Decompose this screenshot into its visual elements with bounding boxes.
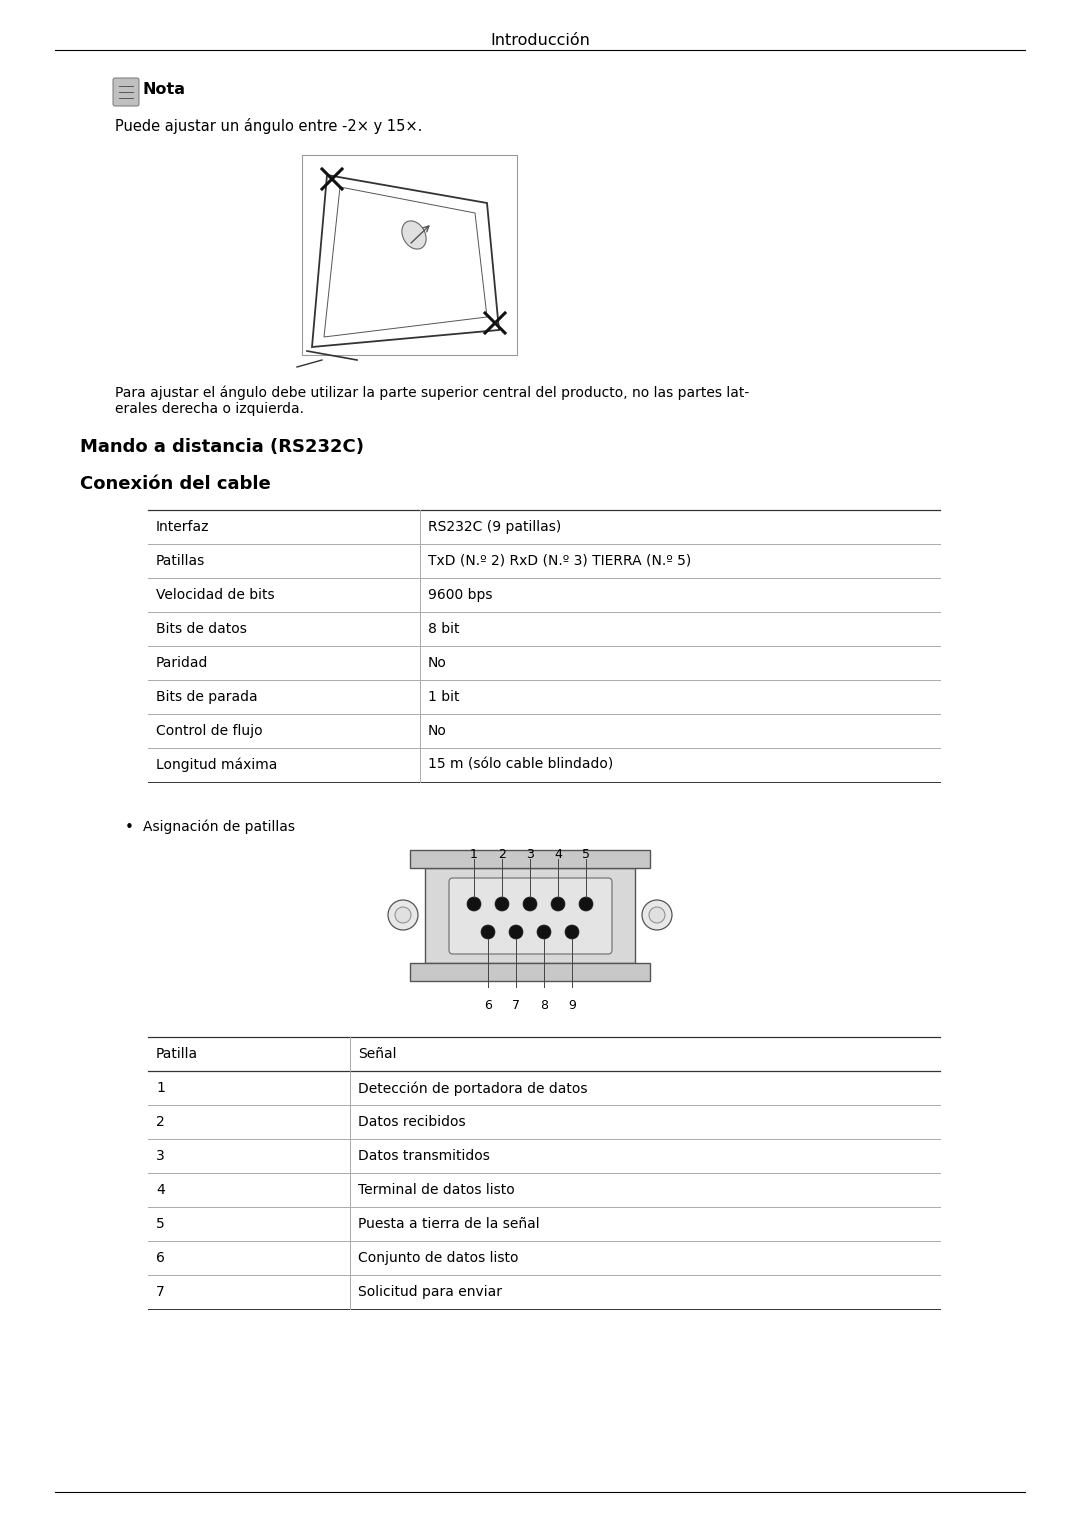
Bar (426, 867, 635, 964)
Text: 1: 1 (470, 847, 478, 861)
Circle shape (642, 899, 672, 930)
Text: 6: 6 (484, 999, 491, 1012)
Text: Patillas: Patillas (156, 554, 205, 568)
Text: Datos recibidos: Datos recibidos (357, 1115, 465, 1128)
Text: Control de flujo: Control de flujo (156, 724, 262, 738)
Text: 4: 4 (156, 1183, 165, 1197)
Text: 3: 3 (526, 847, 534, 861)
Text: Puede ajustar un ángulo entre -2× y 15×.: Puede ajustar un ángulo entre -2× y 15×. (114, 118, 422, 134)
Text: 7: 7 (512, 999, 519, 1012)
Text: No: No (428, 724, 447, 738)
Text: Interfaz: Interfaz (156, 521, 210, 534)
Circle shape (495, 896, 509, 912)
Text: Datos transmitidos: Datos transmitidos (357, 1148, 490, 1164)
Text: Solicitud para enviar: Solicitud para enviar (357, 1286, 502, 1299)
Text: Paridad: Paridad (156, 657, 208, 670)
Circle shape (481, 925, 495, 939)
Text: Conjunto de datos listo: Conjunto de datos listo (357, 1251, 518, 1264)
Circle shape (537, 925, 551, 939)
Circle shape (551, 896, 565, 912)
Text: TxD (N.º 2) RxD (N.º 3) TIERRA (N.º 5): TxD (N.º 2) RxD (N.º 3) TIERRA (N.º 5) (428, 554, 691, 568)
Circle shape (649, 907, 665, 922)
Text: 4: 4 (554, 847, 562, 861)
Text: Para ajustar el ángulo debe utilizar la parte superior central del producto, no : Para ajustar el ángulo debe utilizar la … (114, 385, 750, 415)
Text: 1 bit: 1 bit (428, 690, 459, 704)
FancyBboxPatch shape (113, 78, 139, 105)
Text: Introducción: Introducción (490, 34, 590, 47)
Text: Nota: Nota (143, 82, 186, 98)
Text: Detección de portadora de datos: Detección de portadora de datos (357, 1081, 588, 1095)
Circle shape (565, 925, 579, 939)
Circle shape (395, 907, 411, 922)
Text: Bits de datos: Bits de datos (156, 621, 247, 637)
Text: 2: 2 (156, 1115, 165, 1128)
Text: Puesta a tierra de la señal: Puesta a tierra de la señal (357, 1217, 540, 1231)
Text: Longitud máxima: Longitud máxima (156, 757, 278, 773)
Text: Patilla: Patilla (156, 1048, 198, 1061)
Text: 1: 1 (156, 1081, 165, 1095)
Text: Asignación de patillas: Asignación de patillas (143, 820, 295, 834)
Text: 3: 3 (156, 1148, 165, 1164)
Text: 9: 9 (568, 999, 576, 1012)
Text: Velocidad de bits: Velocidad de bits (156, 588, 274, 602)
Text: 8: 8 (540, 999, 548, 1012)
Circle shape (467, 896, 481, 912)
Text: Señal: Señal (357, 1048, 396, 1061)
Text: Terminal de datos listo: Terminal de datos listo (357, 1183, 515, 1197)
Text: No: No (428, 657, 447, 670)
Ellipse shape (402, 221, 427, 249)
Text: 9600 bps: 9600 bps (428, 588, 492, 602)
Text: 7: 7 (156, 1286, 165, 1299)
Text: 5: 5 (582, 847, 590, 861)
Circle shape (579, 896, 593, 912)
Text: 6: 6 (156, 1251, 165, 1264)
Text: 2: 2 (498, 847, 505, 861)
Text: Mando a distancia (RS232C): Mando a distancia (RS232C) (80, 438, 364, 457)
FancyBboxPatch shape (449, 878, 612, 954)
Bar (410, 964, 650, 980)
Text: Conexión del cable: Conexión del cable (80, 475, 271, 493)
Text: Bits de parada: Bits de parada (156, 690, 258, 704)
Text: 8 bit: 8 bit (428, 621, 459, 637)
Bar (410, 851, 650, 867)
Circle shape (523, 896, 537, 912)
Text: 5: 5 (156, 1217, 165, 1231)
Text: 15 m (sólo cable blindado): 15 m (sólo cable blindado) (428, 757, 613, 773)
Bar (302, 156, 517, 354)
Circle shape (509, 925, 523, 939)
Text: •: • (125, 820, 134, 835)
Circle shape (388, 899, 418, 930)
Text: RS232C (9 patillas): RS232C (9 patillas) (428, 521, 562, 534)
